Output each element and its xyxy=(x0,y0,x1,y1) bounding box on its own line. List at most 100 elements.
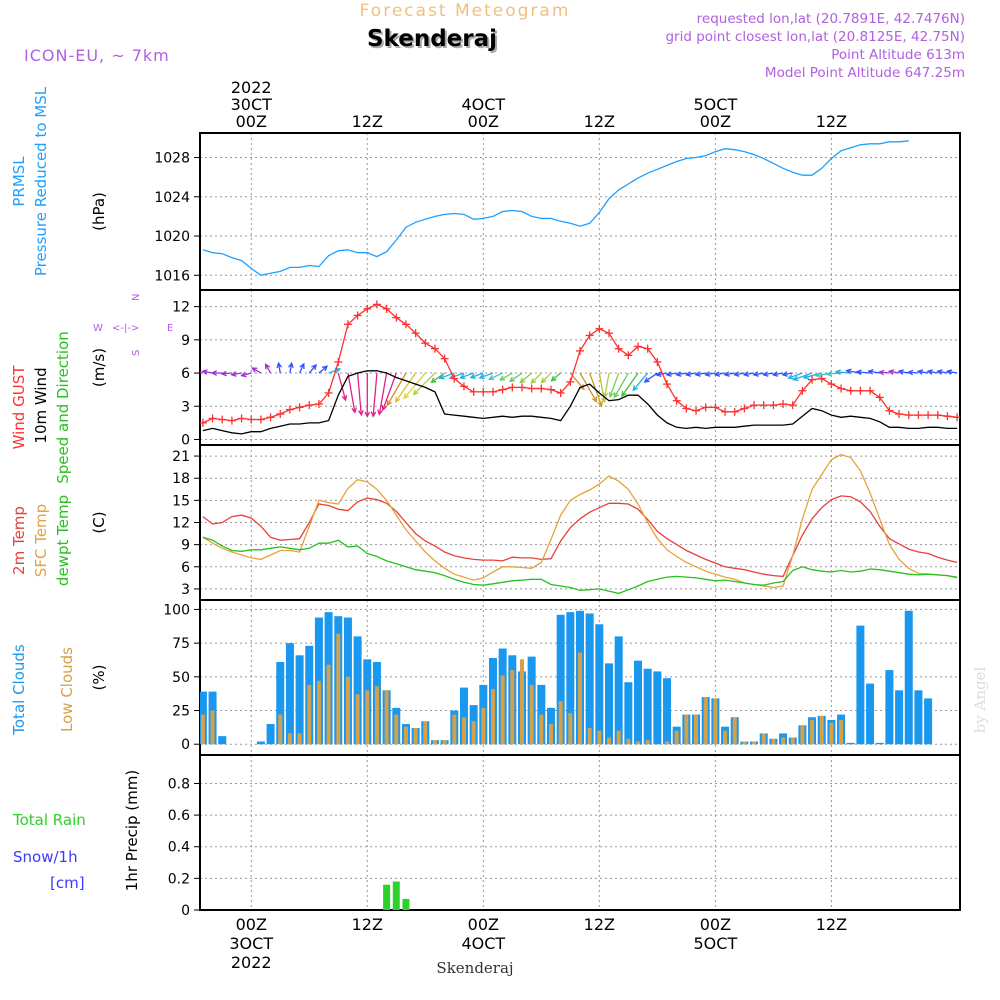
gust-marker xyxy=(721,407,730,416)
wind-arrow-shaft xyxy=(753,372,764,376)
wind-arrow xyxy=(347,372,357,414)
wind-arrow-head xyxy=(299,362,305,369)
wind-arrow xyxy=(403,372,426,400)
wind-arrow-head xyxy=(675,371,682,377)
wind-arrow-shaft xyxy=(386,372,407,406)
wind-arrow xyxy=(752,371,764,377)
bottom-time-label: 12Z xyxy=(816,915,847,934)
y-tick-label: 0.4 xyxy=(168,840,190,856)
wind-arrow-shaft xyxy=(598,372,606,403)
wind-arrow-head xyxy=(936,369,943,375)
wind-arrow-head xyxy=(193,370,198,374)
wind-arrow xyxy=(201,369,213,375)
total-cloud-bar xyxy=(856,625,865,745)
wind-arrow-head xyxy=(694,371,701,377)
wind-arrow-head xyxy=(519,377,526,384)
wind-arrow xyxy=(675,371,687,377)
wind-arrow-shaft xyxy=(666,372,677,376)
wind-arrow-shaft xyxy=(613,372,629,398)
gust-marker xyxy=(508,383,517,392)
product-title: Forecast Meteogram xyxy=(360,1,571,21)
wind-arrow xyxy=(613,372,629,399)
panel-label: 2m Temp xyxy=(10,506,28,575)
plot-area xyxy=(200,610,933,745)
total-cloud-bar xyxy=(624,682,633,745)
wind-arrow-shaft xyxy=(347,372,356,413)
wind-arrow xyxy=(337,372,348,402)
low-cloud-bar xyxy=(365,690,370,745)
low-cloud-bar xyxy=(597,730,602,745)
wind-arrow xyxy=(916,369,929,375)
y-tick-label: 0.6 xyxy=(168,808,190,824)
pressure-panel: 1016 1020 1024 1028 (hPa) PRMSL Pressure Reduc… xyxy=(10,86,961,291)
total-cloud-bar xyxy=(904,610,913,745)
low-cloud-bar xyxy=(626,738,631,745)
wind-arrow-head xyxy=(488,374,495,381)
y-tick-label: 3 xyxy=(181,399,190,415)
y-tick-label: 9 xyxy=(181,333,190,349)
wind-arrow xyxy=(386,372,407,407)
wind-arrow-head xyxy=(781,371,788,377)
wind-arrow xyxy=(632,372,649,392)
wind-arrow-shaft xyxy=(889,370,900,374)
gust-marker xyxy=(846,386,855,395)
wind-arrow-head xyxy=(364,411,371,418)
wind-arrow-shaft xyxy=(519,372,533,383)
wind-arrow-shaft xyxy=(773,372,784,376)
y-tick-label: 12 xyxy=(172,300,190,316)
wind-arrow-head xyxy=(867,369,874,375)
low-cloud-bar xyxy=(713,698,718,745)
low-cloud-bar xyxy=(665,741,670,745)
wind-arrow-shaft xyxy=(299,363,305,374)
wind-arrow-shaft xyxy=(378,372,388,415)
requested-coords: requested lon,lat (20.7891E, 42.7476N) xyxy=(697,11,965,27)
total-cloud-bar xyxy=(885,670,894,745)
wind-arrow-head xyxy=(597,400,603,408)
top-time-label: 00Z xyxy=(468,112,499,131)
total-cloud-bar xyxy=(653,671,662,745)
wind-arrow-head xyxy=(386,400,392,407)
wind-arrow-shaft xyxy=(460,372,474,379)
total-cloud-bar xyxy=(866,683,875,745)
bottom-time-label: 00Z xyxy=(468,915,499,934)
wind-arrow xyxy=(945,369,958,375)
wind-arrow xyxy=(781,371,793,377)
wind-arrow xyxy=(723,371,735,377)
wind-arrow-shaft xyxy=(265,364,272,374)
wind-arrow-head xyxy=(733,371,740,377)
precip-panel: 0 0.2 0.4 0.6 0.8 1hr Precip (mm) Total Rain Sn… xyxy=(12,754,961,919)
wind-arrow xyxy=(356,372,364,417)
low-cloud-bar xyxy=(452,714,457,745)
wind-arrow xyxy=(936,369,948,375)
top-time-label: 12Z xyxy=(816,112,847,131)
y-tick-label: 1024 xyxy=(154,190,190,206)
total-cloud-bar xyxy=(266,724,275,745)
low-cloud-bar xyxy=(810,719,815,745)
wind-arrow-head xyxy=(621,390,627,398)
gust-marker xyxy=(411,329,420,338)
gust-marker xyxy=(856,386,865,395)
wind-arrow xyxy=(288,361,294,374)
wind-arrow-shaft xyxy=(356,372,362,415)
wind-arrow-head xyxy=(381,404,387,412)
panel-label: PRMSL xyxy=(10,156,28,207)
wind-arrow-head xyxy=(240,371,247,378)
gust-marker xyxy=(295,403,304,412)
wind-arrow-shaft xyxy=(579,372,598,402)
total-cloud-bar xyxy=(846,742,855,745)
gust-marker xyxy=(372,300,381,309)
gust-marker xyxy=(488,387,497,396)
total-cloud-bar xyxy=(595,624,604,745)
total-cloud-bar xyxy=(556,614,565,745)
panel-label: Speed and Direction xyxy=(54,331,72,484)
y-tick-label: 3 xyxy=(181,582,190,598)
total-cloud-bar xyxy=(914,690,923,745)
wind-arrow-head xyxy=(201,369,208,375)
wind-arrow-shaft xyxy=(241,372,252,377)
y-tick-label: 21 xyxy=(172,449,190,465)
wind-arrow-shaft xyxy=(676,372,687,376)
panel-label: SFC Temp xyxy=(32,504,50,577)
bottom-time-label: 12Z xyxy=(584,915,615,934)
